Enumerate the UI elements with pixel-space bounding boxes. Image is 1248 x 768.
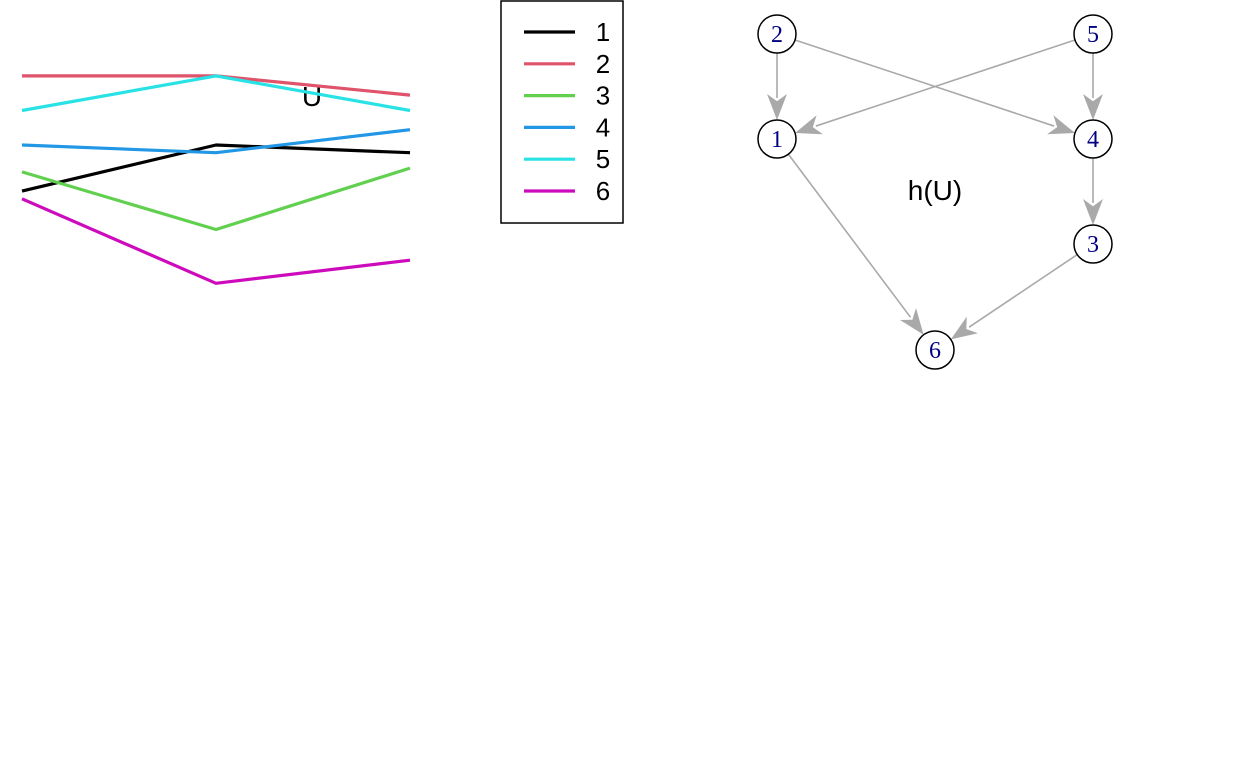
node-circle-6 [915,330,955,370]
series-line-3 [21,166,411,232]
series-line-4 [21,128,411,155]
edge-5-1 [815,39,1076,127]
legend-box [500,0,624,224]
graph-edges [767,39,1103,340]
legend-label-6: 6 [596,176,610,206]
line-chart-title: U [302,81,322,112]
legend-label-1: 1 [596,17,610,47]
node-circle-1 [757,119,797,159]
edge-2-4 [794,39,1055,127]
arrowhead-5-4 [1083,94,1103,120]
legend-label-2: 2 [596,49,610,79]
arrowhead-2-1 [767,94,787,120]
series-line-5 [21,74,411,113]
node-circle-5 [1073,14,1113,54]
node-circle-3 [1073,224,1113,264]
arrowhead-2-4 [1047,115,1075,135]
node-label-2: 2 [771,22,783,48]
node-label-1: 1 [771,127,783,153]
legend-label-3: 3 [596,81,610,111]
arrowhead-5-1 [795,115,823,135]
graph-panel: h(U) 2 5 1 4 3 6 [757,14,1113,370]
line-chart-panel: U [21,74,411,285]
edge-1-6 [787,153,912,318]
legend-label-4: 4 [596,112,610,142]
node-circle-4 [1073,119,1113,159]
series-line-1 [21,143,411,193]
node-label-5: 5 [1087,22,1099,48]
arrowhead-3-6 [950,316,978,340]
node-label-4: 4 [1087,127,1099,153]
graph-nodes: 2 5 1 4 3 6 [757,14,1113,370]
node-circle-2 [757,14,797,54]
legend-label-5: 5 [596,144,610,174]
series-line-6 [21,197,411,285]
node-label-6: 6 [929,338,941,364]
edge-3-6 [968,253,1078,328]
graph-title: h(U) [908,175,962,206]
node-label-3: 3 [1087,232,1099,258]
arrowhead-4-3 [1083,199,1103,225]
arrowhead-1-6 [900,308,924,335]
series-lines [21,74,411,285]
